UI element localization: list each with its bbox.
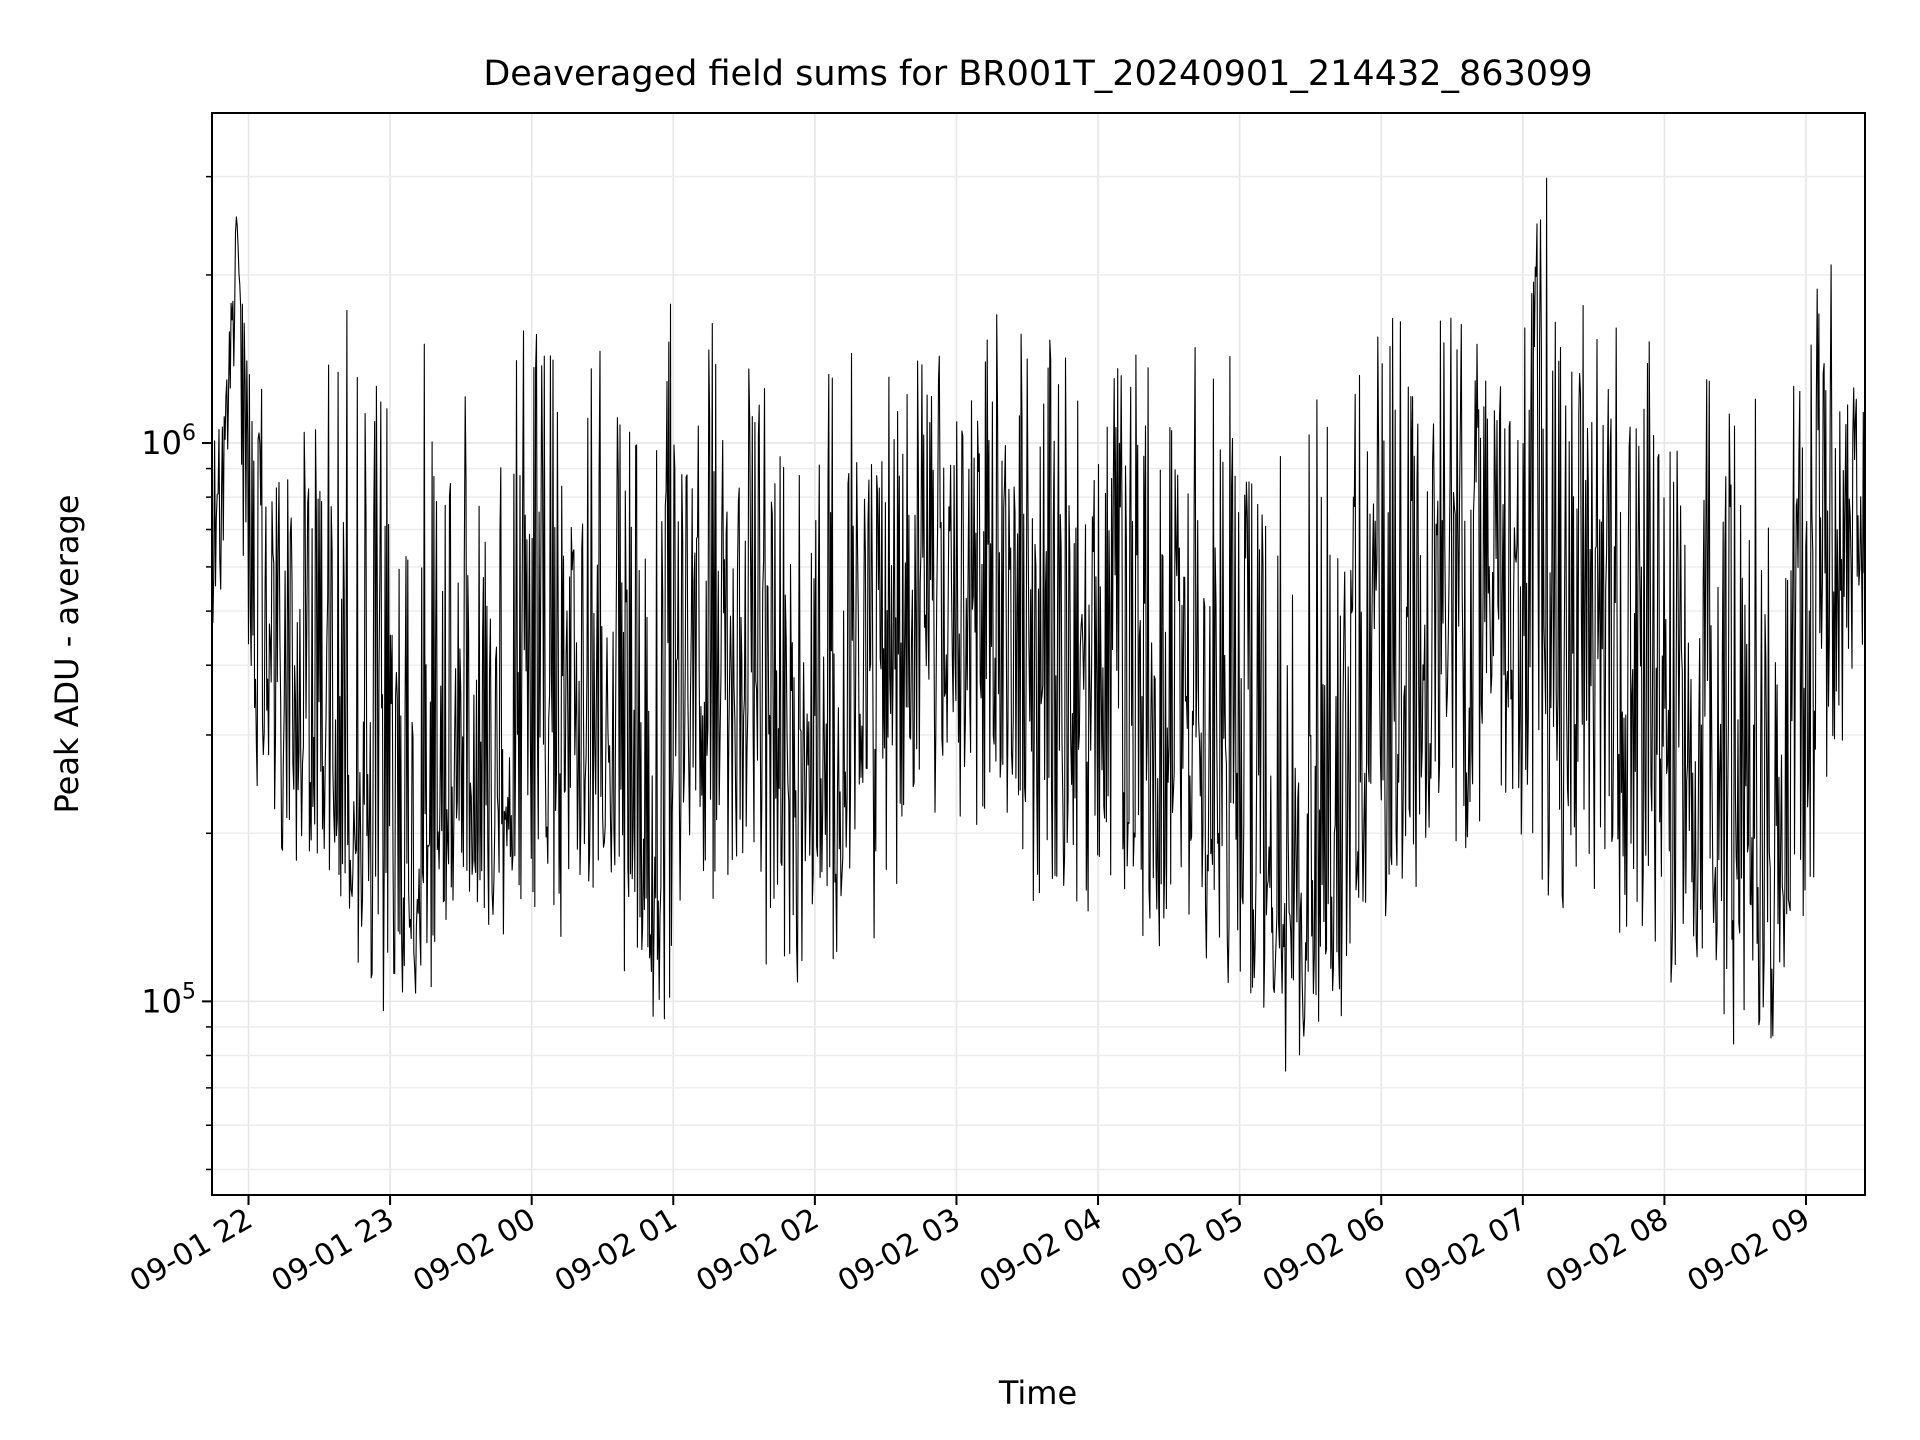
y-axis-label: Peak ADU - average [48, 495, 86, 814]
plot-area [211, 177, 1866, 1072]
x-axis-label: Time [998, 1374, 1077, 1412]
chart-title: Deaveraged field sums for BR001T_2024090… [483, 54, 1592, 94]
y-axis-ticks: 105 106 [141, 175, 212, 1171]
y-tick-label: 106 [141, 421, 196, 462]
y-tick-label: 105 [141, 979, 196, 1020]
axes-frame [211, 112, 1866, 1196]
series-line [211, 177, 1866, 1072]
